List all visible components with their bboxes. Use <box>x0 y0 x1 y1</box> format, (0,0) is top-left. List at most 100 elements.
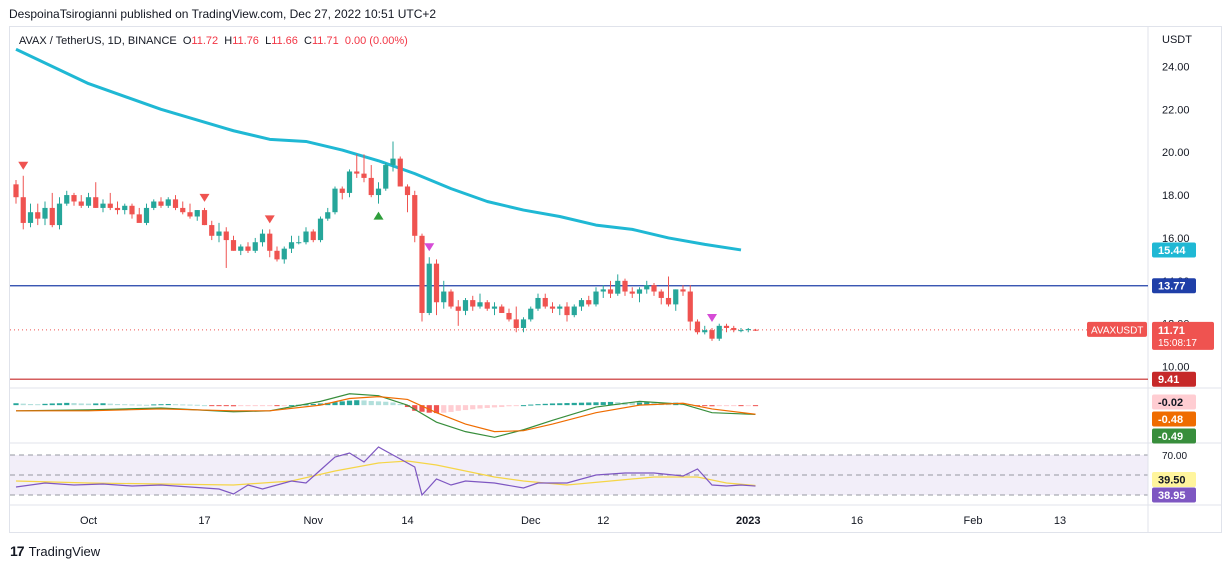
candle <box>404 184 411 213</box>
candle <box>549 302 556 313</box>
macd-histogram-bar <box>731 405 737 407</box>
axes[interactable]: USDT24.0022.0020.0018.0016.0014.0012.001… <box>80 34 1192 527</box>
macd-histogram-bar <box>549 403 556 406</box>
candle-body <box>317 218 324 241</box>
candle-body <box>658 291 664 298</box>
candle <box>491 302 498 316</box>
candle-body <box>644 285 650 290</box>
candle-body <box>296 242 302 244</box>
candle-body <box>752 329 759 331</box>
candle <box>13 180 19 204</box>
ma-price-tag-bg <box>1152 242 1196 258</box>
candle-body <box>78 201 84 206</box>
candle-body <box>129 205 135 215</box>
macd-histogram-bar <box>151 404 157 406</box>
candle <box>665 276 672 307</box>
candle-body <box>462 300 469 311</box>
macd-value-tag-text: -0.02 <box>1158 397 1183 409</box>
level-tag-9.41: 9.41 <box>1152 371 1196 387</box>
candle <box>223 227 229 268</box>
candle <box>201 207 208 226</box>
macd-histogram-bar <box>455 405 461 411</box>
candle-body <box>470 300 476 307</box>
macd-histogram-bar <box>165 404 171 406</box>
candle <box>390 141 396 172</box>
candle <box>27 203 34 228</box>
candle <box>136 207 142 223</box>
candle-body <box>665 297 672 305</box>
low-label: L <box>265 35 272 47</box>
footer-brand[interactable]: 17 TradingView <box>10 543 100 559</box>
candle-body <box>673 289 679 305</box>
macd-histogram-bar <box>238 405 244 407</box>
candle-body <box>615 280 621 294</box>
macd-histogram-bar <box>180 404 186 406</box>
candle <box>303 227 309 245</box>
macd-histogram-bar <box>375 401 382 406</box>
macd-histogram-bar <box>27 404 34 406</box>
candle-body <box>564 306 570 316</box>
candle-body <box>230 240 237 251</box>
macd-histogram-bar <box>470 405 476 410</box>
candle-body <box>484 302 490 309</box>
candle-body <box>651 285 657 292</box>
chart-frame[interactable] <box>9 26 1222 533</box>
sell-signal-triangle <box>199 193 210 202</box>
candle-body <box>288 242 295 249</box>
close-value: 11.71 <box>311 35 339 47</box>
candle <box>752 328 759 331</box>
macd-histogram-bar <box>528 404 534 406</box>
candle <box>615 274 621 296</box>
price-tick-label: 16.00 <box>1162 233 1190 245</box>
macd-histogram-bar <box>586 402 592 406</box>
macd-histogram-bar <box>629 402 635 406</box>
candles[interactable] <box>13 141 759 341</box>
macd-histogram-bar <box>143 404 150 406</box>
candle-body <box>245 246 251 251</box>
tradingview-logo-icon: 17 <box>10 543 25 559</box>
macd-pane[interactable] <box>13 393 759 438</box>
macd-histogram-bar <box>651 402 657 406</box>
candle <box>629 287 635 298</box>
macd-histogram-bar <box>593 402 599 406</box>
price-tick-label: 10.00 <box>1162 362 1190 374</box>
candle <box>745 327 751 333</box>
candle <box>397 156 403 187</box>
candle <box>20 175 26 230</box>
candle <box>122 203 128 215</box>
macd-histogram-bar <box>35 404 41 406</box>
candle-body <box>578 300 585 307</box>
macd-value-tag: -0.48 <box>1152 411 1196 427</box>
macd-histogram-bar <box>107 403 113 406</box>
candle <box>368 165 374 198</box>
pair-label: AVAX / TetherUS, 1D, BINANCE <box>19 35 177 47</box>
level-tag-13.77: 13.77 <box>1152 278 1196 294</box>
ma-price-tag-text: 15.44 <box>1158 245 1186 257</box>
candle-body <box>441 291 447 303</box>
candle <box>252 237 258 253</box>
rsi-value-tag-bg <box>1152 487 1196 503</box>
rsi-value-tag: 38.95 <box>1152 487 1196 503</box>
candle-body <box>542 297 548 307</box>
candle <box>571 304 577 318</box>
ma-layer <box>15 47 742 252</box>
candle <box>593 287 599 307</box>
macd-histogram-bar <box>230 405 237 407</box>
grid-layer <box>10 27 1221 532</box>
rsi-pane[interactable] <box>15 446 756 497</box>
candle-body <box>600 289 606 292</box>
open-value: 11.72 <box>191 35 219 47</box>
symbol-tag-bg <box>1087 321 1147 337</box>
candle-body <box>93 197 99 208</box>
sell-signal-triangle <box>707 313 717 322</box>
horizontal-levels[interactable] <box>10 285 1148 380</box>
macd-histogram-bar <box>354 400 360 406</box>
candle <box>317 216 324 243</box>
candle-body <box>64 195 70 204</box>
candle-body <box>49 207 55 226</box>
candle <box>288 235 295 253</box>
candle-body <box>223 231 229 241</box>
macd-histogram-bar <box>709 405 715 407</box>
